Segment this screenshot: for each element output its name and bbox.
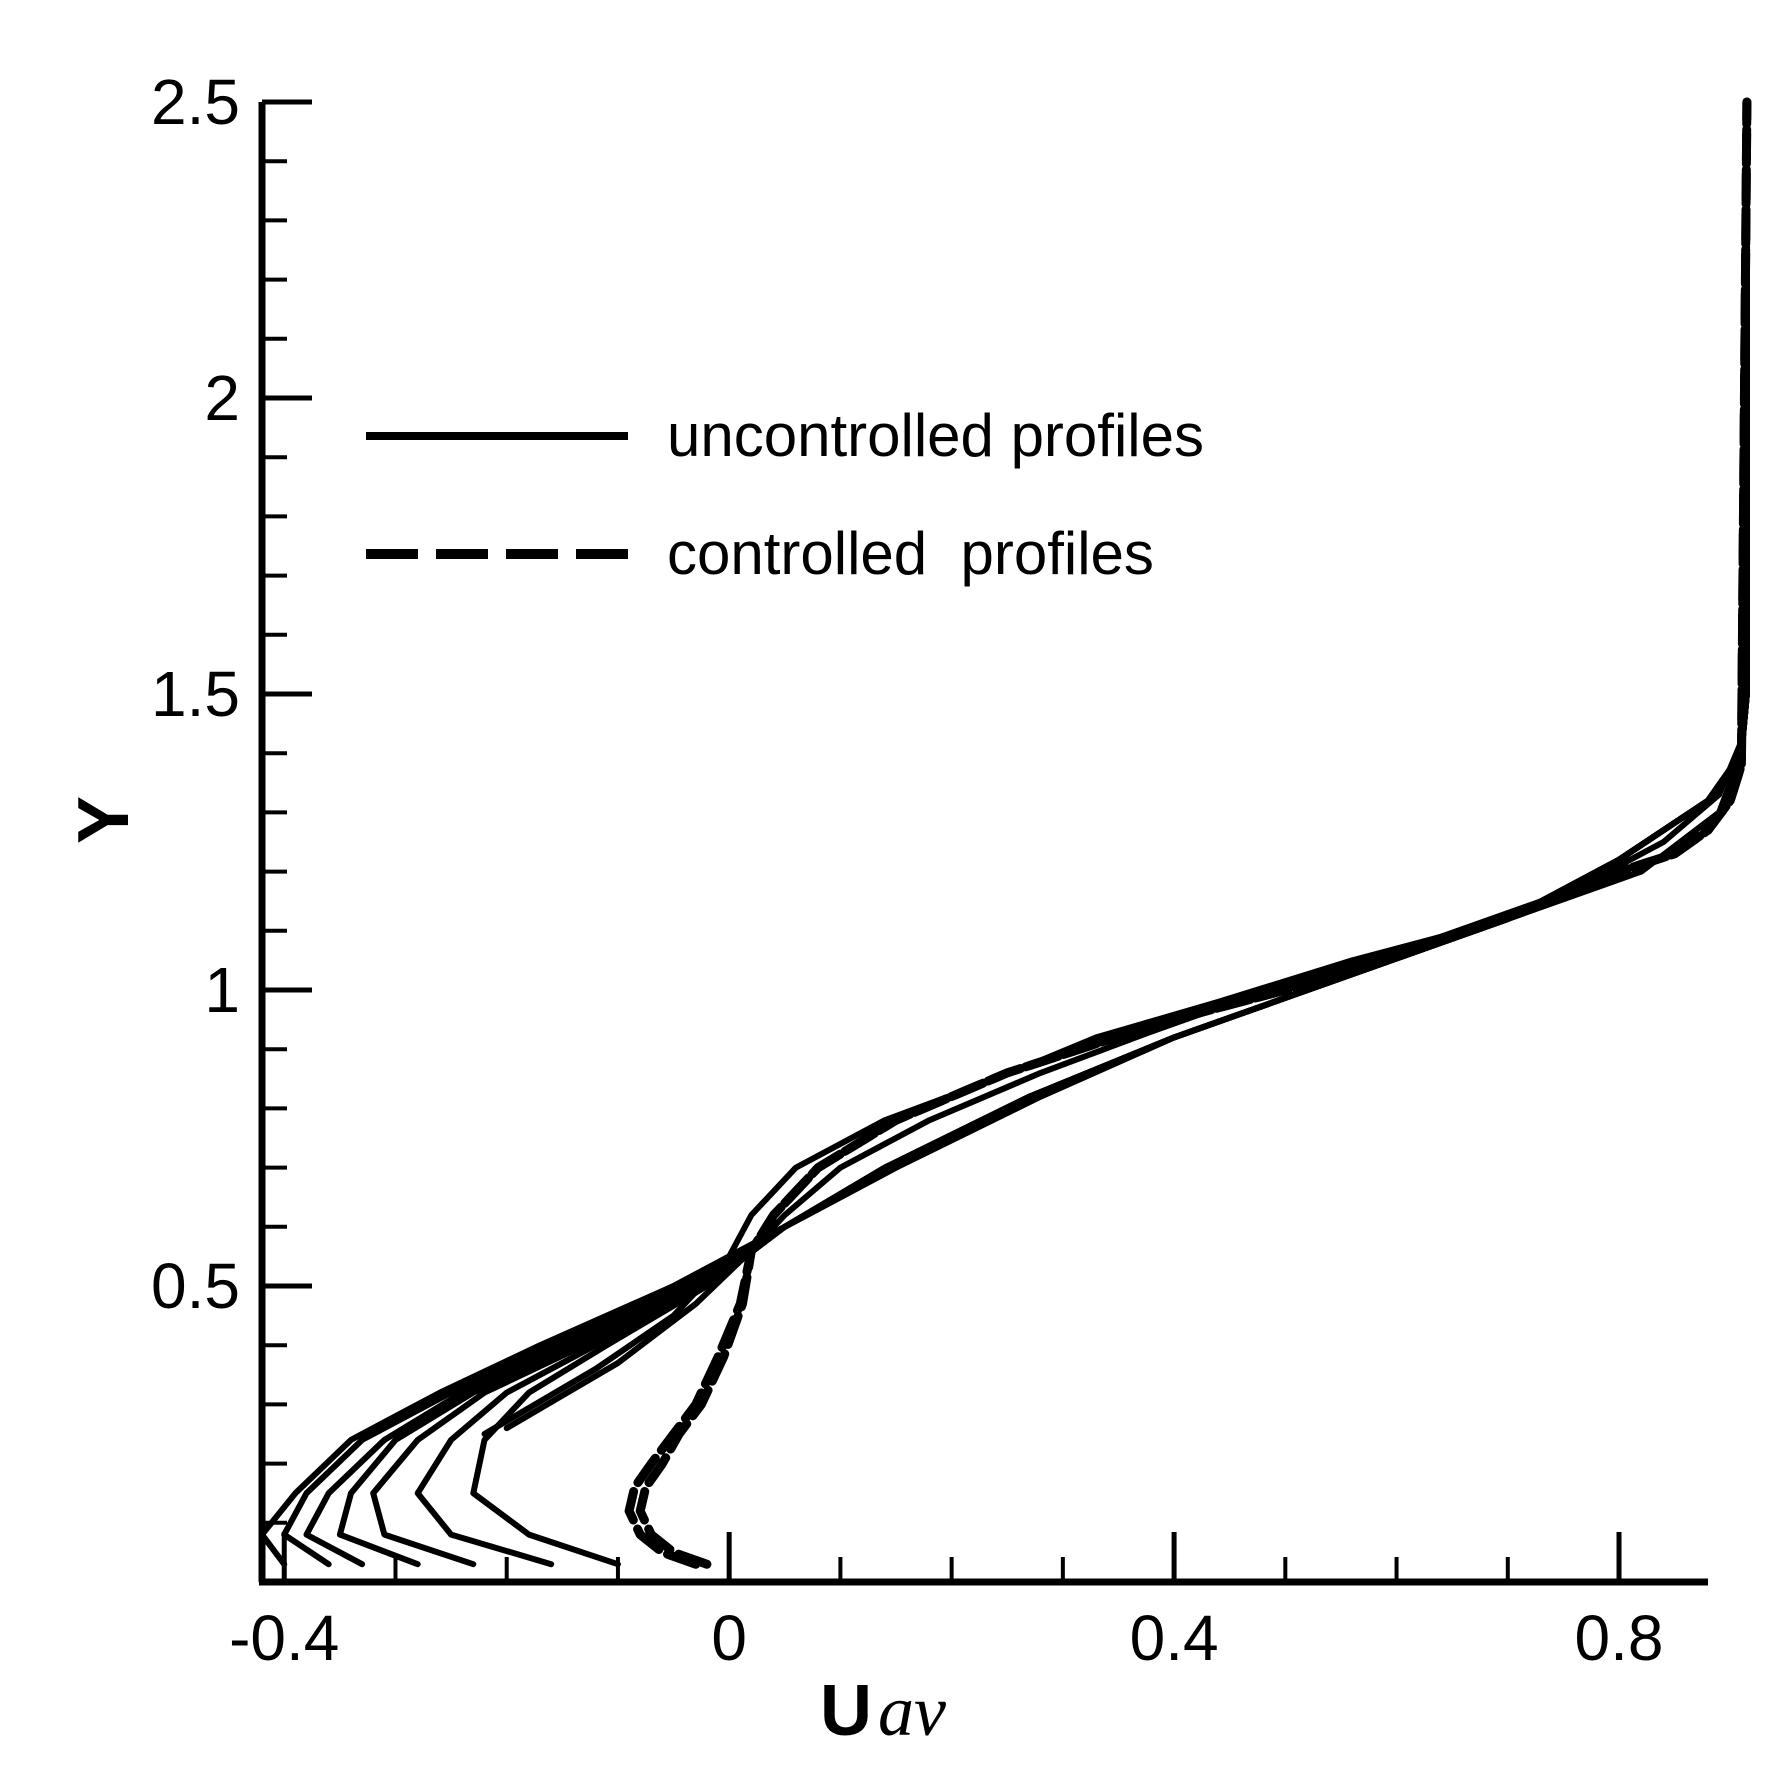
x-tick-label: 0.4 [1130,1602,1219,1674]
uncontrolled-profile-6 [470,99,1750,1568]
legend: uncontrolled profiles controlled profile… [366,402,1204,587]
controlled-profile-9 [624,97,1752,1569]
uncontrolled-profile-7 [481,99,1750,1437]
uncontrolled-profile-8 [503,738,1745,1432]
y-tick-label: 0.5 [151,1250,240,1322]
controlled-profile-10 [635,97,1752,1569]
uncontrolled-profile-4 [370,99,1750,1568]
y-tick-label: 1 [204,954,240,1026]
x-tick-label: -0.4 [229,1602,339,1674]
y-tick-label: 2.5 [151,66,240,138]
ticks-layer: 0.5 1 1.5 2 2.5 -0.4 0 0.4 0.8 [151,66,1663,1674]
x-axis-label-subscript: av [878,1671,946,1751]
legend-label-controlled: controlled profiles [667,520,1154,587]
uncontrolled-profile-5 [414,99,1750,1568]
legend-label-uncontrolled: uncontrolled profiles [667,402,1204,469]
x-tick-label: 0.8 [1575,1602,1664,1674]
axes-layer [258,102,1708,1586]
x-axis-label-main: U [820,1671,872,1751]
y-tick-label: 2 [204,362,240,434]
y-axis-label: Y [64,796,144,844]
uncontrolled-profile-1 [281,99,1750,1568]
uncontrolled-profile-0 [259,99,1750,1568]
series-layer [259,97,1752,1569]
x-tick-label: 0 [711,1602,747,1674]
x-axis-label-text: Uav [820,1671,946,1751]
y-tick-label: 1.5 [151,658,240,730]
uncontrolled-profile-2 [303,99,1750,1568]
x-axis-label: Uav [820,1671,946,1751]
